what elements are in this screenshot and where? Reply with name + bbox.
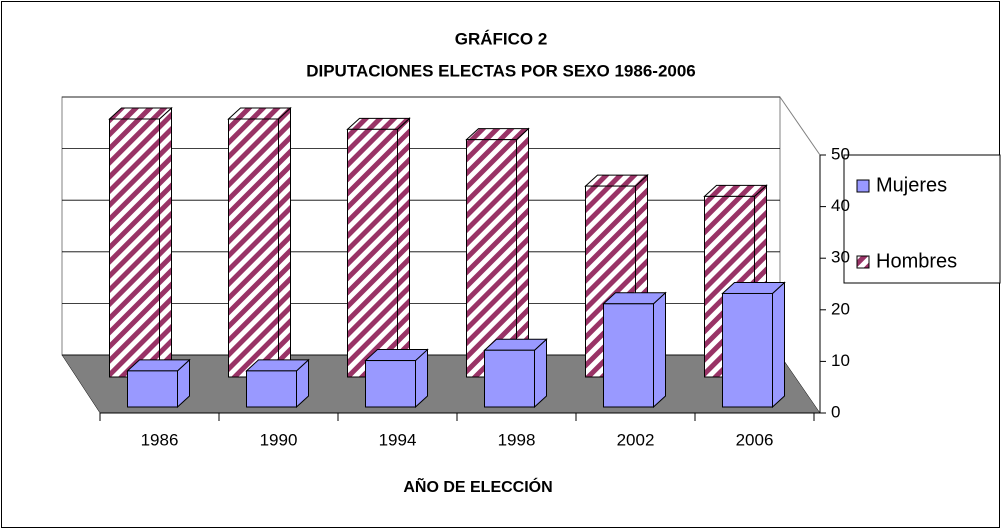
bar-front [246, 370, 297, 408]
bar-front [109, 118, 160, 378]
chart-subtitle: DIPUTACIONES ELECTAS POR SEXO 1986-2006 [306, 61, 696, 80]
bar [483, 338, 548, 409]
x-tick-label: 1998 [498, 430, 536, 449]
x-tick-label: 1990 [260, 430, 298, 449]
bar-side [534, 338, 547, 409]
bar-front [484, 349, 535, 408]
x-axis-title: AÑO DE ELECCIÓN [403, 476, 552, 496]
bar-front [127, 370, 178, 408]
y-tick-label: 50 [831, 144, 850, 163]
legend-swatch [856, 179, 870, 193]
bar [108, 106, 173, 379]
bar-side [397, 117, 410, 379]
bar-front [603, 303, 654, 408]
y-tick-label: 30 [831, 248, 850, 267]
bar [602, 291, 667, 409]
legend-label: Hombres [876, 250, 957, 272]
bar [721, 281, 786, 409]
bar [245, 358, 310, 409]
bar-front [365, 360, 416, 408]
y-tick-label: 0 [831, 402, 840, 421]
y-tick-label: 40 [831, 196, 850, 215]
bar-front [228, 118, 279, 378]
x-tick-label: 1994 [379, 430, 417, 449]
legend [843, 154, 1001, 284]
y-tick-label: 20 [831, 299, 850, 318]
x-tick-label: 1986 [141, 430, 179, 449]
bar-front [466, 139, 517, 378]
bar-side [278, 106, 291, 379]
bar-front [722, 292, 773, 408]
bar [227, 106, 292, 379]
bar-side [653, 291, 666, 409]
bar-side [159, 106, 172, 379]
x-tick-label: 2006 [736, 430, 774, 449]
bar [465, 127, 530, 379]
bar [126, 358, 191, 409]
legend-swatch [856, 255, 870, 269]
bar-front [347, 128, 398, 378]
x-tick-label: 2002 [617, 430, 655, 449]
y-tick-label: 10 [831, 351, 850, 370]
chart-title: GRÁFICO 2 [455, 29, 548, 48]
bar-side [772, 281, 785, 409]
legend-label: Mujeres [876, 174, 947, 196]
bar [364, 348, 429, 409]
bar [346, 117, 411, 379]
